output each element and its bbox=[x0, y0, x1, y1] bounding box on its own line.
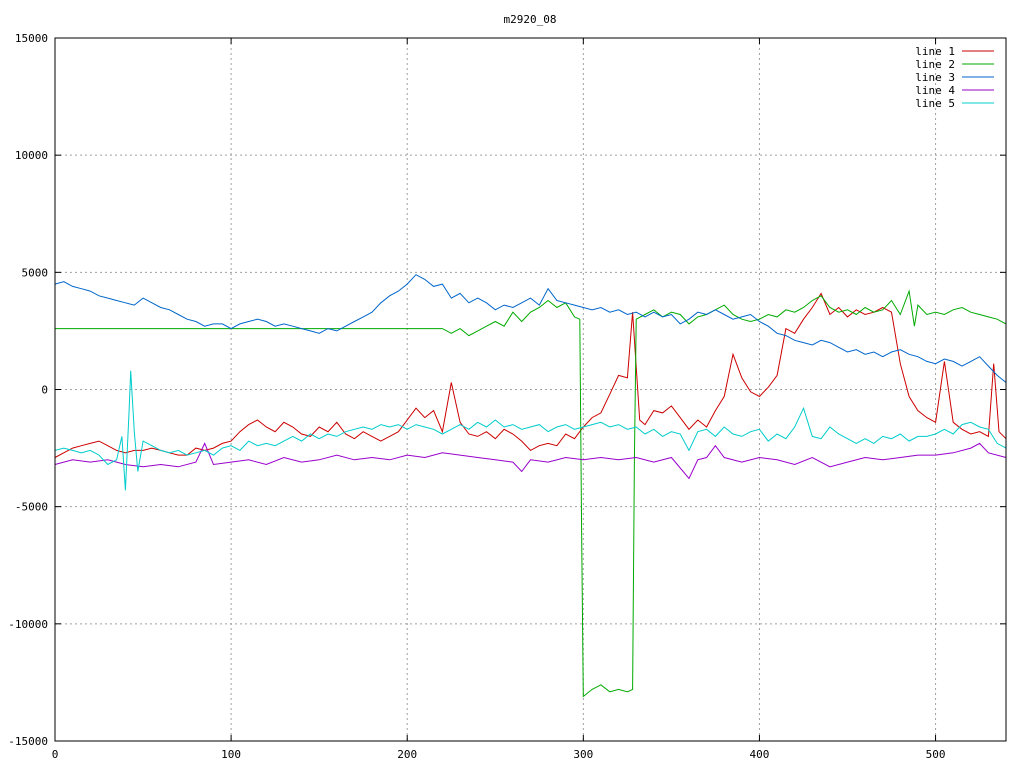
series-line-5 bbox=[54, 370, 1007, 491]
x-tick-label: 500 bbox=[926, 748, 946, 761]
x-tick-label: 400 bbox=[750, 748, 770, 761]
x-tick-label: 200 bbox=[397, 748, 417, 761]
legend-label-5: line 5 bbox=[915, 97, 955, 110]
legend-label-2: line 2 bbox=[915, 58, 955, 71]
grid-layer bbox=[55, 38, 1006, 741]
y-tick-label: 10000 bbox=[15, 149, 48, 162]
series-line-2 bbox=[55, 289, 1007, 698]
series-line-1 bbox=[54, 292, 1007, 458]
y-tick-label: 0 bbox=[41, 384, 48, 397]
y-tick-label: -10000 bbox=[8, 618, 48, 631]
y-tick-label: 15000 bbox=[15, 32, 48, 45]
legend-label-3: line 3 bbox=[915, 71, 955, 84]
series-layer bbox=[54, 274, 1007, 698]
series-line-4 bbox=[54, 442, 1007, 480]
legend-label-1: line 1 bbox=[915, 45, 955, 58]
x-tick-label: 300 bbox=[573, 748, 593, 761]
x-tick-label: 0 bbox=[52, 748, 59, 761]
x-tick-label: 100 bbox=[221, 748, 241, 761]
legend-label-4: line 4 bbox=[915, 84, 955, 97]
chart-title: m2920_08 bbox=[504, 13, 557, 26]
y-tick-label: -15000 bbox=[8, 735, 48, 748]
series-line-3 bbox=[54, 274, 1007, 383]
tick-layer: -15000 -10000 -5000 0 5000 10000 15000 0 100 200 3… bbox=[8, 32, 1006, 761]
y-tick-label: -5000 bbox=[15, 501, 48, 514]
y-tick-label: 5000 bbox=[22, 266, 49, 279]
